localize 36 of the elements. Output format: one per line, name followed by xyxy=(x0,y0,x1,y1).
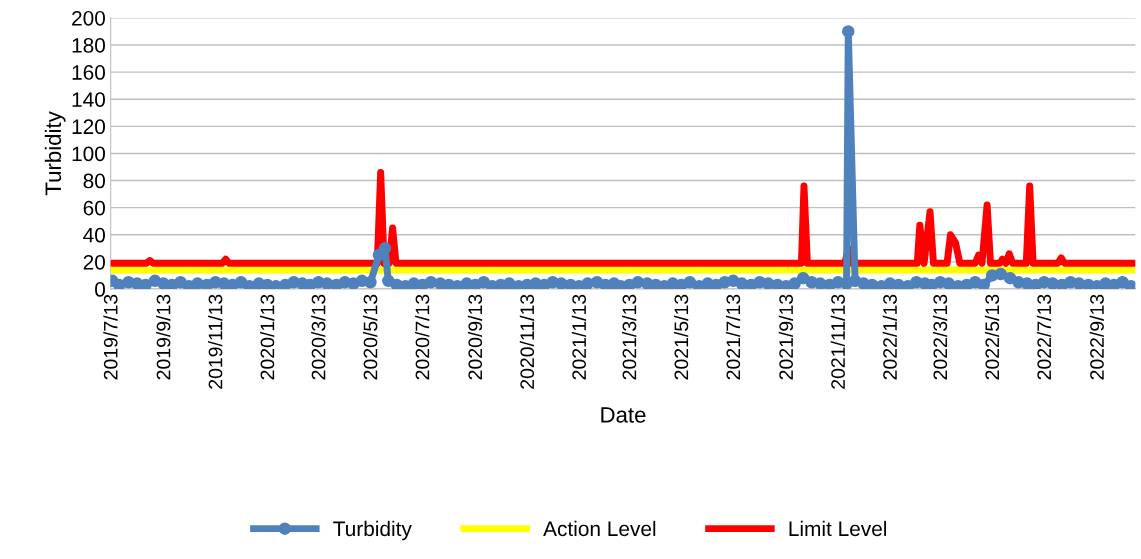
x-tick-label: 2019/7/13 xyxy=(103,294,118,380)
y-tick-label: 40 xyxy=(83,227,105,243)
legend-label: Turbidity xyxy=(333,520,412,541)
x-tick-label: 2019/11/13 xyxy=(208,294,223,389)
x-tick-label: 2022/5/13 xyxy=(984,294,1000,380)
y-tick-label: 60 xyxy=(83,200,105,216)
y-tick-label: 200 xyxy=(72,10,105,26)
y-tick-label: 140 xyxy=(72,92,105,107)
x-tick-label: 2020/11/13 xyxy=(519,294,535,389)
x-tick-label: 2021/7/13 xyxy=(725,294,741,380)
x-axis-title: Date xyxy=(601,407,646,423)
x-tick-label: 2022/3/13 xyxy=(932,294,948,380)
x-tick-label: 2021/3/13 xyxy=(622,294,637,380)
x-tick-label: 2021/5/13 xyxy=(673,294,689,380)
y-tick-label: 80 xyxy=(83,173,105,189)
x-tick-label: 2020/3/13 xyxy=(311,294,326,380)
x-tick-label: 2022/9/13 xyxy=(1089,294,1104,380)
y-tick-label: 100 xyxy=(72,146,105,162)
x-tick-label: 2022/1/13 xyxy=(882,294,897,380)
x-tick-label: 2021/1/13 xyxy=(571,294,587,380)
x-tick-label: 2021/11/13 xyxy=(830,294,845,389)
y-tick-label: 120 xyxy=(72,119,105,135)
x-tick-label: 2020/9/13 xyxy=(467,294,483,380)
y-tick-label: 160 xyxy=(72,65,105,80)
legend-label: Action Level xyxy=(543,520,656,537)
x-tick-label: 2022/7/13 xyxy=(1036,294,1052,380)
legend-label: Limit Level xyxy=(789,520,887,537)
y-tick-label: 180 xyxy=(72,38,105,53)
y-tick-label: 20 xyxy=(83,254,105,270)
y-tick-label: 0 xyxy=(95,282,105,297)
x-tick-label: 2020/7/13 xyxy=(415,294,430,380)
x-tick-label: 2020/5/13 xyxy=(363,294,378,380)
x-tick-label: 2020/1/13 xyxy=(260,294,275,380)
x-tick-label: 2021/9/13 xyxy=(778,294,794,380)
x-tick-label: 2019/9/13 xyxy=(156,294,171,380)
y-axis-title: Turbidity xyxy=(44,111,66,196)
